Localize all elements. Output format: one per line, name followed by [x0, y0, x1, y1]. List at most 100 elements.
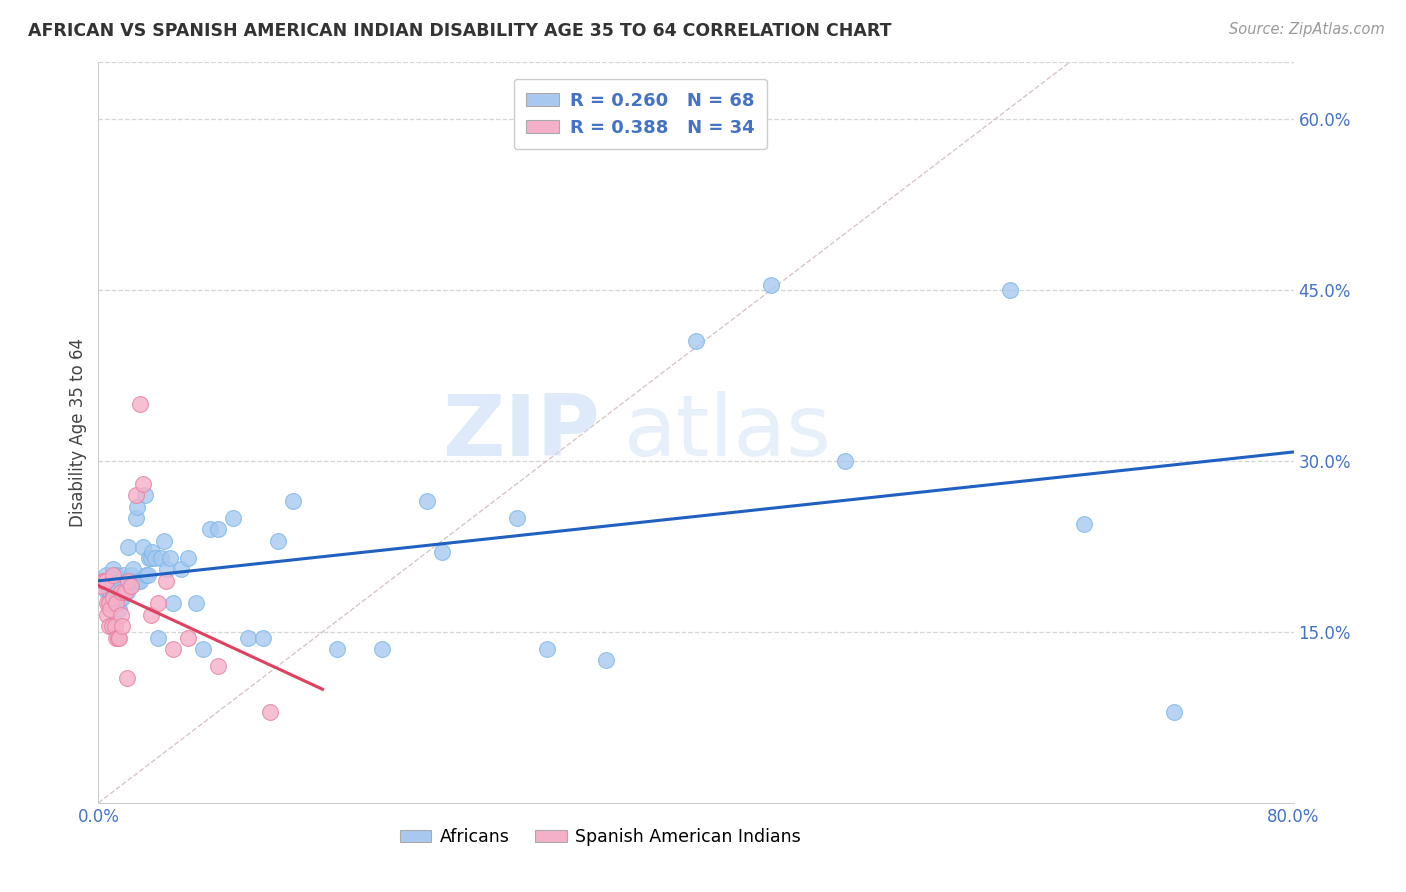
Point	[127, 500, 149, 514]
Point	[115, 671, 138, 685]
Point	[136, 568, 159, 582]
Point	[114, 579, 136, 593]
Point	[108, 602, 131, 616]
Point	[90, 579, 112, 593]
Point	[132, 540, 155, 554]
Point	[207, 659, 229, 673]
Point	[177, 550, 200, 565]
Point	[98, 585, 122, 599]
Point	[150, 550, 173, 565]
Point	[97, 619, 120, 633]
Point	[117, 574, 139, 588]
Point	[132, 476, 155, 491]
Point	[101, 597, 124, 611]
Point	[506, 511, 529, 525]
Legend: Africans, Spanish American Indians: Africans, Spanish American Indians	[392, 822, 808, 854]
Y-axis label: Disability Age 35 to 64: Disability Age 35 to 64	[69, 338, 87, 527]
Point	[105, 631, 128, 645]
Point	[103, 562, 125, 576]
Point	[153, 533, 176, 548]
Point	[105, 568, 128, 582]
Point	[148, 631, 170, 645]
Point	[371, 642, 394, 657]
Point	[143, 550, 166, 565]
Point	[129, 574, 152, 588]
Text: AFRICAN VS SPANISH AMERICAN INDIAN DISABILITY AGE 35 TO 64 CORRELATION CHART: AFRICAN VS SPANISH AMERICAN INDIAN DISAB…	[28, 22, 891, 40]
Point	[96, 597, 118, 611]
Point	[148, 597, 170, 611]
Point	[281, 494, 304, 508]
Point	[104, 619, 127, 633]
Point	[191, 642, 214, 657]
Point	[96, 607, 118, 622]
Point	[114, 585, 136, 599]
Point	[97, 597, 120, 611]
Point	[91, 574, 114, 588]
Point	[129, 397, 152, 411]
Point	[834, 454, 856, 468]
Point	[141, 545, 163, 559]
Point	[177, 631, 200, 645]
Point	[117, 540, 139, 554]
Point	[93, 574, 115, 588]
Point	[115, 585, 138, 599]
Point	[135, 568, 157, 582]
Point	[110, 574, 132, 588]
Point	[536, 642, 558, 657]
Point	[96, 585, 118, 599]
Point	[103, 591, 125, 605]
Point	[128, 574, 150, 588]
Point	[138, 550, 160, 565]
Point	[200, 523, 222, 537]
Point	[1073, 516, 1095, 531]
Point	[94, 574, 117, 588]
Point	[430, 545, 453, 559]
Point	[108, 631, 131, 645]
Point	[1163, 705, 1185, 719]
Point	[104, 585, 127, 599]
Point	[120, 568, 142, 582]
Point	[103, 585, 125, 599]
Point	[121, 562, 143, 576]
Point	[162, 642, 184, 657]
Point	[110, 607, 132, 622]
Point	[93, 574, 115, 588]
Point	[107, 579, 129, 593]
Point	[105, 585, 128, 599]
Point	[156, 562, 179, 576]
Point	[155, 574, 177, 588]
Point	[101, 619, 124, 633]
Point	[110, 591, 132, 605]
Text: ZIP: ZIP	[443, 391, 600, 475]
Point	[236, 631, 259, 645]
Point	[259, 705, 281, 719]
Point	[685, 334, 707, 349]
Point	[117, 574, 139, 588]
Point	[139, 607, 162, 622]
Text: atlas: atlas	[624, 391, 832, 475]
Point	[120, 574, 142, 588]
Point	[169, 562, 191, 576]
Point	[595, 653, 617, 667]
Point	[120, 579, 142, 593]
Point	[162, 597, 184, 611]
Point	[139, 550, 162, 565]
Point	[107, 597, 129, 611]
Point	[97, 585, 120, 599]
Point	[134, 488, 156, 502]
Point	[125, 511, 148, 525]
Point	[222, 511, 245, 525]
Point	[125, 488, 148, 502]
Point	[998, 283, 1021, 297]
Point	[118, 579, 141, 593]
Point	[759, 277, 782, 292]
Point	[184, 597, 207, 611]
Point	[111, 591, 134, 605]
Point	[207, 523, 229, 537]
Point	[416, 494, 439, 508]
Point	[105, 597, 128, 611]
Point	[103, 568, 125, 582]
Point	[252, 631, 274, 645]
Point	[98, 579, 122, 593]
Point	[98, 602, 122, 616]
